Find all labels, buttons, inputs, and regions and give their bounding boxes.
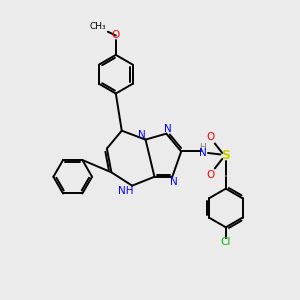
- Text: N: N: [164, 124, 172, 134]
- Text: S: S: [221, 149, 230, 162]
- Text: CH₃: CH₃: [90, 22, 106, 31]
- Text: Cl: Cl: [220, 237, 231, 247]
- Text: O: O: [112, 30, 120, 40]
- Text: NH: NH: [118, 186, 134, 196]
- Text: O: O: [207, 132, 215, 142]
- Text: H: H: [199, 143, 206, 152]
- Text: O: O: [207, 170, 215, 180]
- Text: N: N: [199, 148, 206, 158]
- Text: N: N: [170, 177, 178, 187]
- Text: N: N: [138, 130, 146, 140]
